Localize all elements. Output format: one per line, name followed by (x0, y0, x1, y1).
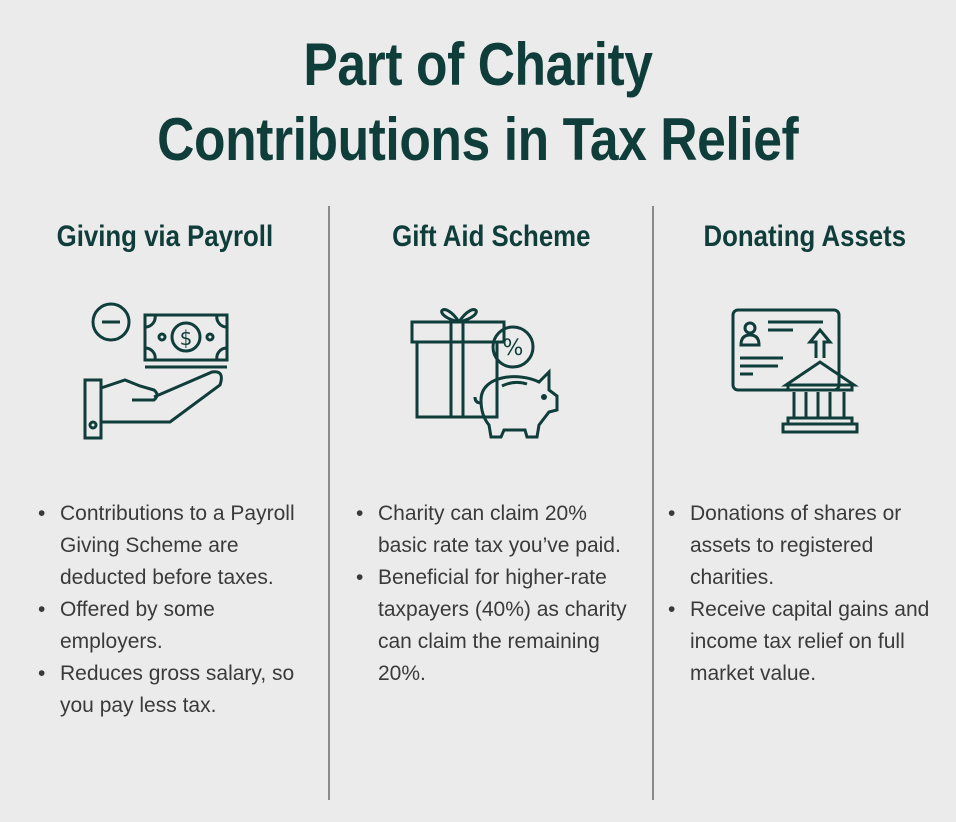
bullet-list: Charity can claim 20% basic rate tax you… (356, 498, 628, 690)
page-title-line-2: Contributions in Tax Relief (157, 106, 799, 173)
svg-text:$: $ (180, 326, 193, 350)
bullet-item: Donations of shares or assets to registe… (668, 498, 940, 594)
certificate-bank-icon (731, 308, 859, 434)
bullet-item: Beneficial for higher-rate taxpayers (40… (356, 562, 628, 690)
gift-piggy-bank-percent-icon: % (410, 308, 559, 439)
column-divider (328, 206, 330, 800)
bullet-item: Contributions to a Payroll Giving Scheme… (38, 498, 310, 594)
bullet-item: Charity can claim 20% basic rate tax you… (356, 498, 628, 562)
column-heading: Donating Assets (703, 220, 906, 253)
bullet-list: Contributions to a Payroll Giving Scheme… (38, 498, 310, 722)
column-heading: Giving via Payroll (56, 220, 273, 253)
bullet-item: Offered by some employers. (38, 594, 310, 658)
column-heading: Gift Aid Scheme (391, 220, 591, 253)
bullet-item: Receive capital gains and income tax rel… (668, 594, 940, 690)
page-title-line-1: Part of Charity (303, 31, 653, 98)
bullet-item: Reduces gross salary, so you pay less ta… (38, 658, 310, 722)
svg-text:%: % (503, 336, 524, 361)
column-divider (652, 206, 654, 800)
bullet-list: Donations of shares or assets to registe… (668, 498, 940, 690)
hand-holding-money-icon: $ (83, 302, 229, 440)
